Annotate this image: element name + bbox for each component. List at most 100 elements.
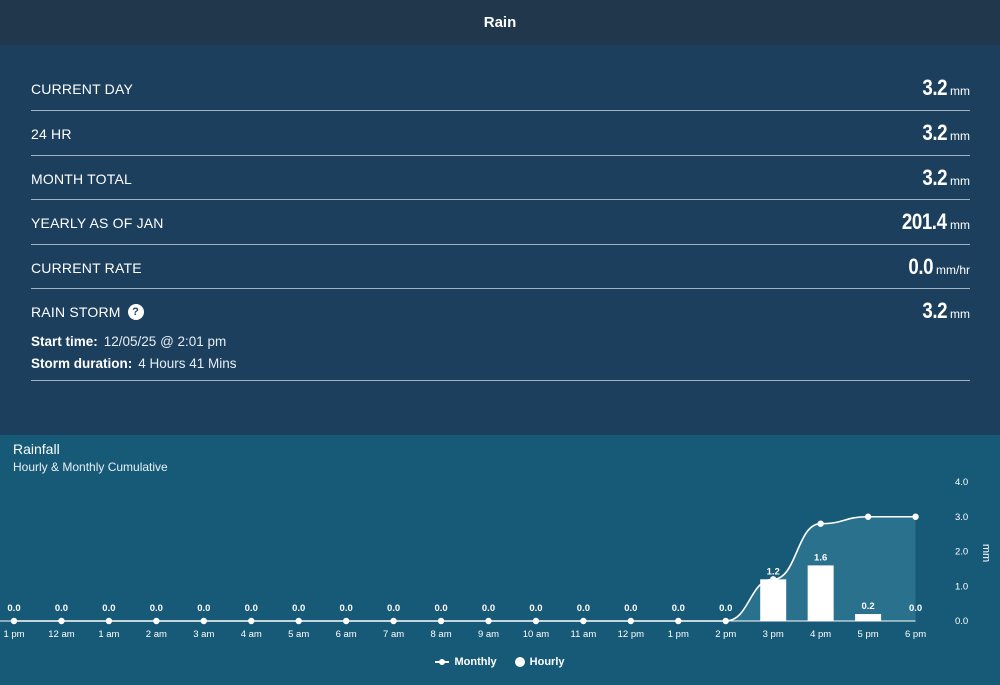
bar-data-label: 0.0 (482, 603, 495, 614)
monthly-point (722, 617, 729, 625)
hourly-bar (807, 565, 834, 621)
page-title: Rain (483, 14, 517, 31)
stat-row-month-total: MONTH TOTAL 3.2 mm (31, 156, 970, 200)
monthly-point (770, 576, 777, 583)
line-marker-icon (435, 658, 450, 665)
monthly-point (817, 520, 824, 527)
bar-data-label: 0.0 (434, 603, 447, 614)
stat-label: CURRENT DAY (31, 81, 134, 97)
bar-data-label: 0.0 (529, 603, 542, 614)
x-tick-label: 1 pm (3, 629, 24, 640)
bar-data-label: 0.0 (577, 603, 590, 614)
y-tick-label: 0.0 (955, 616, 968, 627)
bar-data-label: 0.0 (245, 603, 258, 614)
bar-data-label: 0.0 (909, 603, 922, 614)
x-tick-label: 3 am (193, 629, 214, 640)
x-tick-label: 2 pm (715, 629, 736, 640)
x-tick-label: 7 am (383, 629, 404, 640)
x-tick-label: 6 am (336, 629, 357, 640)
rain-stats-panel: CURRENT DAY 3.2 mm 24 HR 3.2 mm MONTH TOTA… (0, 45, 1000, 435)
stat-value: 0.0 mm/hr (908, 254, 970, 279)
y-tick-label: 4.0 (955, 477, 968, 488)
monthly-point (437, 617, 445, 625)
rainfall-chart-panel: 0.0 0.0 0.0 0.0 0.0 0.0 0.0 0.0 0.0 0.0 0.0 0.0 0.0 0… (0, 435, 1000, 685)
x-tick-label: 1 am (98, 629, 119, 640)
x-tick-label: 8 am (430, 629, 451, 640)
monthly-point (58, 617, 65, 625)
x-tick-label: 6 pm (905, 629, 926, 640)
stat-label: 24 HR (31, 126, 72, 142)
chart-title: Rainfall (13, 441, 60, 457)
bar-data-label: 0.0 (719, 603, 732, 614)
monthly-point (105, 617, 113, 625)
x-tick-label: 12 am (48, 629, 74, 640)
page-header: Rain (0, 0, 1000, 45)
x-tick-label: 4 am (241, 629, 262, 640)
monthly-point (912, 513, 919, 520)
bar-data-label: 0.0 (150, 603, 163, 614)
x-tick-label: 12 pm (618, 629, 644, 640)
rainfall-chart: 0.0 0.0 0.0 0.0 0.0 0.0 0.0 0.0 0.0 0.0 0.0 0.0 0.0 0… (0, 477, 992, 640)
y-axis-label: mm (980, 544, 992, 562)
monthly-point (532, 617, 540, 625)
stat-label: CURRENT RATE (31, 260, 142, 276)
x-tick-label: 4 pm (810, 629, 831, 640)
monthly-point (295, 617, 302, 625)
monthly-point (580, 617, 587, 625)
chart-subtitle: Hourly & Monthly Cumulative (13, 460, 168, 474)
y-tick-label: 2.0 (955, 547, 968, 558)
bar-data-label: 0.0 (624, 603, 637, 614)
monthly-point (153, 617, 160, 625)
monthly-point (248, 617, 255, 625)
x-tick-label: 11 am (571, 629, 597, 640)
stat-value: 3.2 mm (922, 75, 970, 100)
stat-value: 201.4 mm (902, 209, 970, 234)
stat-value: 3.2 mm (922, 298, 970, 323)
stat-row-24hr: 24 HR 3.2 mm (31, 111, 970, 156)
bar-data-label: 0.0 (7, 603, 20, 614)
storm-duration: Storm duration: 4 Hours 41 Mins (31, 356, 237, 371)
bar-data-label: 0.0 (55, 603, 68, 614)
monthly-point (390, 617, 397, 625)
legend-hourly[interactable]: Hourly (514, 656, 565, 668)
stat-label: MONTH TOTAL (31, 171, 132, 187)
x-tick-label: 1 pm (668, 629, 689, 640)
hourly-bar (855, 614, 882, 621)
x-tick-label: 5 am (288, 629, 309, 640)
stat-row-current-day: CURRENT DAY 3.2 mm (31, 73, 970, 111)
stat-label: RAIN STORM (31, 304, 121, 320)
question-icon[interactable]: ? (127, 304, 144, 321)
stat-row-current-rate: CURRENT RATE 0.0 mm/hr (31, 245, 970, 289)
bar-data-label: 0.0 (102, 603, 115, 614)
x-tick-label: 3 pm (763, 629, 784, 640)
bar-data-label: 0.0 (197, 603, 210, 614)
stat-row-yearly: YEARLY AS OF JAN 201.4 mm (31, 200, 970, 245)
stat-value: 3.2 mm (922, 120, 970, 145)
storm-start-time: Start time: 12/05/25 @ 2:01 pm (31, 334, 227, 349)
monthly-point (10, 617, 18, 625)
y-tick-label: 1.0 (955, 581, 968, 592)
monthly-point (675, 617, 682, 625)
monthly-point (200, 617, 207, 625)
chart-legend: Monthly Hourly (0, 656, 1000, 668)
stat-label: YEARLY AS OF JAN (31, 215, 164, 231)
hourly-bar (760, 579, 787, 621)
monthly-point (627, 617, 635, 625)
bar-data-label: 0.2 (861, 601, 874, 612)
monthly-point (485, 617, 492, 625)
stat-value: 3.2 mm (922, 165, 970, 190)
stat-row-rain-storm: RAIN STORM? 3.2 mm Start time: 12/05/25 @ … (31, 289, 970, 381)
dot-marker-icon (514, 657, 525, 667)
monthly-point (342, 617, 350, 625)
x-tick-label: 10 am (523, 629, 549, 640)
x-tick-label: 5 pm (858, 629, 879, 640)
bar-data-label: 0.0 (292, 603, 305, 614)
storm-label-group: RAIN STORM? (31, 304, 144, 321)
x-tick-label: 2 am (146, 629, 167, 640)
legend-monthly[interactable]: Monthly (435, 656, 497, 668)
bar-data-label: 1.6 (814, 552, 827, 563)
bar-data-label: 0.0 (672, 603, 685, 614)
bar-data-label: 1.2 (767, 566, 780, 577)
y-tick-label: 3.0 (955, 512, 968, 523)
bar-data-label: 0.0 (340, 603, 353, 614)
